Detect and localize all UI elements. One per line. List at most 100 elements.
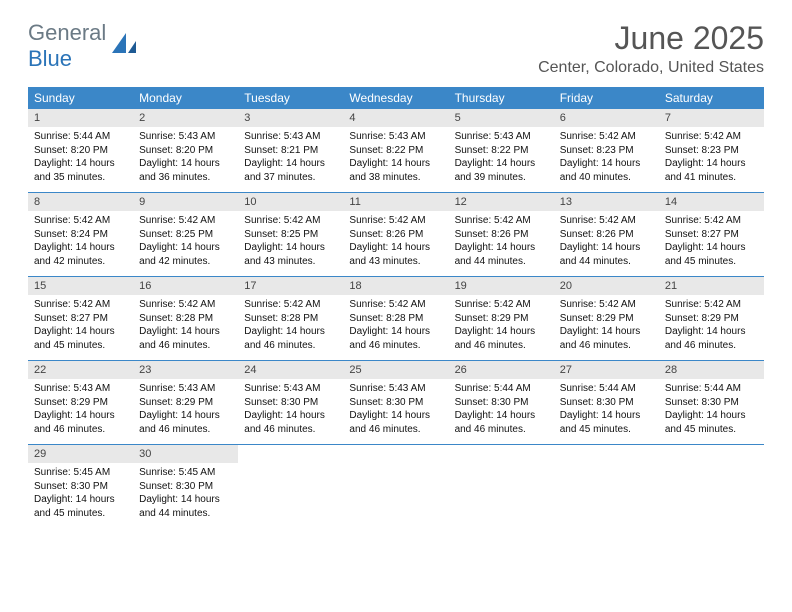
day-number-cell: 10 [238, 193, 343, 211]
day-line: and 41 minutes. [665, 171, 758, 185]
day-body-row: Sunrise: 5:42 AMSunset: 8:27 PMDaylight:… [28, 295, 764, 361]
dow-friday: Friday [554, 87, 659, 109]
day-body-cell [659, 463, 764, 528]
day-line: Sunset: 8:30 PM [560, 396, 653, 410]
day-line: Sunset: 8:28 PM [349, 312, 442, 326]
day-body-cell: Sunrise: 5:42 AMSunset: 8:25 PMDaylight:… [133, 211, 238, 277]
day-number-cell: 27 [554, 361, 659, 379]
day-line: Daylight: 14 hours [455, 409, 548, 423]
day-line: and 46 minutes. [455, 339, 548, 353]
day-number-cell: 12 [449, 193, 554, 211]
day-line: and 45 minutes. [34, 339, 127, 353]
day-line: Sunrise: 5:42 AM [560, 130, 653, 144]
day-line: Sunrise: 5:43 AM [34, 382, 127, 396]
day-number-cell: 7 [659, 109, 764, 127]
logo: General Blue [28, 20, 140, 72]
day-line: Sunrise: 5:42 AM [34, 298, 127, 312]
logo-word-general: General [28, 20, 106, 45]
day-line: Sunset: 8:28 PM [139, 312, 232, 326]
day-body-row: Sunrise: 5:45 AMSunset: 8:30 PMDaylight:… [28, 463, 764, 528]
day-line: Daylight: 14 hours [349, 241, 442, 255]
day-line: and 35 minutes. [34, 171, 127, 185]
day-line: Sunset: 8:30 PM [665, 396, 758, 410]
day-line: Sunset: 8:20 PM [139, 144, 232, 158]
day-line: and 42 minutes. [139, 255, 232, 269]
day-line: and 45 minutes. [665, 255, 758, 269]
day-body-cell: Sunrise: 5:42 AMSunset: 8:28 PMDaylight:… [133, 295, 238, 361]
day-line: and 42 minutes. [34, 255, 127, 269]
day-line: Daylight: 14 hours [560, 241, 653, 255]
day-line: Daylight: 14 hours [34, 325, 127, 339]
day-number-cell: 28 [659, 361, 764, 379]
day-body-cell: Sunrise: 5:42 AMSunset: 8:28 PMDaylight:… [343, 295, 448, 361]
day-line: Daylight: 14 hours [34, 409, 127, 423]
header: General Blue June 2025 Center, Colorado,… [28, 20, 764, 77]
day-line: Sunrise: 5:42 AM [455, 214, 548, 228]
day-number-cell: 25 [343, 361, 448, 379]
day-line: and 46 minutes. [139, 339, 232, 353]
day-body-cell: Sunrise: 5:43 AMSunset: 8:29 PMDaylight:… [133, 379, 238, 445]
day-number-cell: 21 [659, 277, 764, 295]
day-line: Sunrise: 5:42 AM [139, 298, 232, 312]
day-line: and 38 minutes. [349, 171, 442, 185]
day-line: Daylight: 14 hours [139, 409, 232, 423]
day-line: and 46 minutes. [349, 423, 442, 437]
day-body-cell [554, 463, 659, 528]
day-line: Daylight: 14 hours [349, 157, 442, 171]
day-line: and 43 minutes. [244, 255, 337, 269]
day-number-cell: 19 [449, 277, 554, 295]
day-line: Daylight: 14 hours [34, 157, 127, 171]
day-number-cell: 17 [238, 277, 343, 295]
day-line: Sunrise: 5:43 AM [244, 130, 337, 144]
day-line: Daylight: 14 hours [665, 241, 758, 255]
day-line: Daylight: 14 hours [244, 409, 337, 423]
day-number-cell: 11 [343, 193, 448, 211]
day-line: and 45 minutes. [560, 423, 653, 437]
day-body-cell: Sunrise: 5:42 AMSunset: 8:27 PMDaylight:… [28, 295, 133, 361]
day-body-cell: Sunrise: 5:43 AMSunset: 8:21 PMDaylight:… [238, 127, 343, 193]
day-line: Daylight: 14 hours [560, 157, 653, 171]
day-line: Daylight: 14 hours [455, 325, 548, 339]
day-line: Sunrise: 5:44 AM [455, 382, 548, 396]
day-number-row: 2930 [28, 445, 764, 463]
day-line: and 36 minutes. [139, 171, 232, 185]
day-line: Sunrise: 5:42 AM [349, 298, 442, 312]
day-line: Sunset: 8:25 PM [244, 228, 337, 242]
day-body-cell: Sunrise: 5:44 AMSunset: 8:30 PMDaylight:… [554, 379, 659, 445]
day-line: Sunrise: 5:43 AM [349, 130, 442, 144]
day-line: Daylight: 14 hours [244, 325, 337, 339]
day-line: Sunrise: 5:43 AM [455, 130, 548, 144]
day-body-cell [449, 463, 554, 528]
logo-word-blue: Blue [28, 46, 72, 71]
day-line: and 43 minutes. [349, 255, 442, 269]
day-number-cell: 30 [133, 445, 238, 463]
day-line: Daylight: 14 hours [349, 409, 442, 423]
day-line: Daylight: 14 hours [139, 157, 232, 171]
day-body-cell: Sunrise: 5:43 AMSunset: 8:30 PMDaylight:… [343, 379, 448, 445]
day-line: and 46 minutes. [34, 423, 127, 437]
day-number-cell: 18 [343, 277, 448, 295]
day-line: Sunrise: 5:42 AM [665, 298, 758, 312]
day-line: and 45 minutes. [665, 423, 758, 437]
day-line: Sunrise: 5:42 AM [665, 214, 758, 228]
day-line: Sunrise: 5:43 AM [139, 130, 232, 144]
day-line: Sunset: 8:22 PM [455, 144, 548, 158]
day-line: Sunrise: 5:43 AM [244, 382, 337, 396]
day-body-cell: Sunrise: 5:44 AMSunset: 8:20 PMDaylight:… [28, 127, 133, 193]
day-line: and 44 minutes. [560, 255, 653, 269]
day-line: Sunset: 8:21 PM [244, 144, 337, 158]
day-line: Sunrise: 5:42 AM [244, 298, 337, 312]
day-number-cell [659, 445, 764, 463]
day-number-cell: 2 [133, 109, 238, 127]
day-number-cell [343, 445, 448, 463]
title-block: June 2025 Center, Colorado, United State… [538, 20, 764, 77]
calendar-table: Sunday Monday Tuesday Wednesday Thursday… [28, 87, 764, 528]
day-number-cell: 13 [554, 193, 659, 211]
day-number-cell: 14 [659, 193, 764, 211]
day-body-row: Sunrise: 5:42 AMSunset: 8:24 PMDaylight:… [28, 211, 764, 277]
day-number-cell [449, 445, 554, 463]
day-number-row: 22232425262728 [28, 361, 764, 379]
day-line: and 44 minutes. [139, 507, 232, 521]
day-body-cell: Sunrise: 5:43 AMSunset: 8:29 PMDaylight:… [28, 379, 133, 445]
day-number-cell: 3 [238, 109, 343, 127]
